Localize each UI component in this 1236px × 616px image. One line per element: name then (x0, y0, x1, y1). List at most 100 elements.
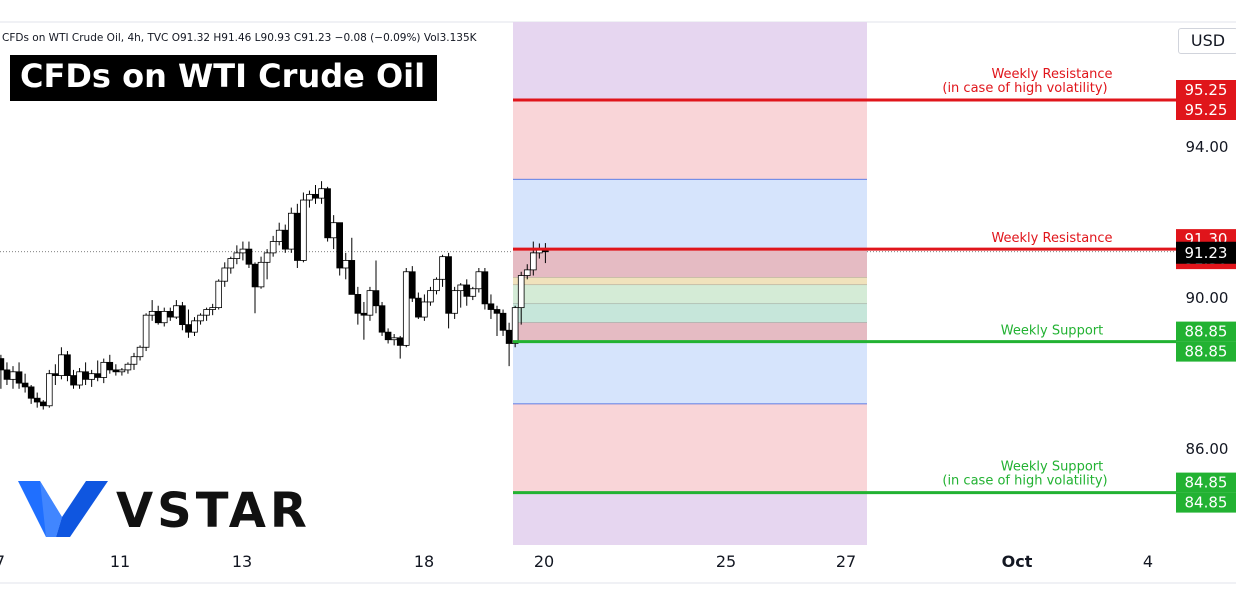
candle-up (451, 290, 458, 314)
candle-down (360, 312, 368, 316)
brand-name: VSTAR (116, 483, 311, 539)
zone-sub-band (513, 322, 867, 342)
candle-down (27, 386, 35, 399)
candle-up (439, 256, 446, 280)
price-tag-label: 84.85 (1185, 494, 1228, 512)
candle-down (15, 371, 23, 384)
candle-down (378, 305, 386, 333)
candle-up (148, 310, 156, 316)
candle-up (287, 212, 295, 250)
currency-selector[interactable]: USD (1178, 28, 1236, 54)
level-sublabel: (in case of high volatility) (942, 81, 1107, 96)
candle-down (106, 361, 114, 371)
price-tag-bg (1176, 492, 1236, 513)
symbol-ohlc-readout: CFDs on WTI Crude Oil, 4h, TVC O91.32 H9… (2, 32, 477, 44)
candle-up (136, 346, 144, 358)
candle-down (64, 354, 71, 376)
candle-down (324, 188, 331, 239)
candle-up (366, 290, 374, 316)
candle-down (487, 303, 495, 310)
candle-up (475, 271, 483, 290)
price-tag-label: 88.85 (1185, 323, 1228, 341)
candle-down (281, 229, 289, 250)
candle-up (257, 261, 265, 288)
candle-up (457, 284, 464, 292)
price-tag-bg (1176, 341, 1236, 362)
candle-down (493, 309, 501, 314)
candle-up (530, 252, 537, 271)
candle-up (173, 305, 180, 318)
price-tag-label: 95.25 (1185, 101, 1228, 119)
candle-up (233, 252, 241, 259)
candle-up (433, 278, 440, 292)
candle-up (209, 307, 216, 310)
x-tick-label: 18 (414, 552, 434, 571)
candle-up (275, 229, 283, 242)
candle-down (33, 397, 41, 403)
candle-down (499, 312, 507, 331)
candle-up (88, 373, 95, 380)
candle-up (160, 310, 168, 324)
candle-down (415, 297, 422, 318)
x-tick-label: 27 (836, 552, 856, 571)
level-sublabel: (in case of high volatility) (942, 474, 1107, 489)
candle-up (517, 275, 525, 309)
zone-sub-band (513, 284, 867, 304)
zone-sub-band (513, 303, 867, 323)
level-label: Weekly Resistance (991, 67, 1112, 82)
x-tick-label: 11 (110, 552, 130, 571)
price-tag-bg (1176, 80, 1236, 100)
candle-down (312, 193, 319, 199)
candle-up (263, 252, 271, 263)
candle-down (348, 260, 356, 295)
price-tag-bg (1176, 472, 1236, 493)
level-label: Weekly Support (1001, 324, 1103, 339)
candle-up (427, 290, 434, 303)
price-tag-label: 84.85 (1185, 474, 1228, 492)
candle-up (390, 337, 398, 341)
candle-up (306, 193, 313, 201)
candle-down (39, 401, 47, 407)
candle-down (463, 284, 471, 297)
candle-up (142, 314, 150, 348)
candle-down (70, 375, 77, 386)
price-tag-label: 95.25 (1185, 81, 1228, 99)
candle-down (179, 305, 186, 326)
candle-up (239, 248, 247, 254)
x-tick-label: 4 (1143, 552, 1153, 571)
x-tick-label: 20 (534, 552, 554, 571)
candle-down (396, 337, 404, 346)
price-tag-label: 88.85 (1185, 343, 1228, 361)
candle-up (118, 369, 126, 373)
candle-down (94, 373, 102, 378)
candle-down (21, 382, 29, 388)
y-tick-label: 94.00 (1186, 138, 1229, 156)
candle-up (197, 314, 204, 322)
candle-up (58, 354, 65, 376)
candle-up (511, 307, 519, 344)
candle-down (481, 271, 489, 305)
level-label: Weekly Resistance (991, 231, 1112, 246)
candle-down (445, 256, 452, 314)
candle-down (3, 369, 11, 380)
candle-up (203, 309, 210, 316)
candle-up (330, 222, 337, 239)
candle-up (421, 301, 428, 318)
candle-up (100, 361, 108, 378)
candle-up (402, 271, 410, 346)
candle-down (354, 294, 362, 314)
x-tick-label: Oct (1002, 552, 1033, 571)
candle-down (82, 371, 89, 380)
candle-up (469, 288, 477, 297)
vstar-v-icon (18, 481, 108, 537)
candle-up (227, 258, 235, 269)
vstar-logo: VSTAR (16, 475, 307, 545)
candle-down (336, 222, 343, 269)
y-tick-label: 90.00 (1186, 289, 1229, 307)
candle-down (245, 248, 253, 265)
candle-down (372, 290, 380, 307)
candle-up (124, 363, 132, 371)
candle-down (185, 324, 192, 333)
candle-up (76, 371, 83, 386)
